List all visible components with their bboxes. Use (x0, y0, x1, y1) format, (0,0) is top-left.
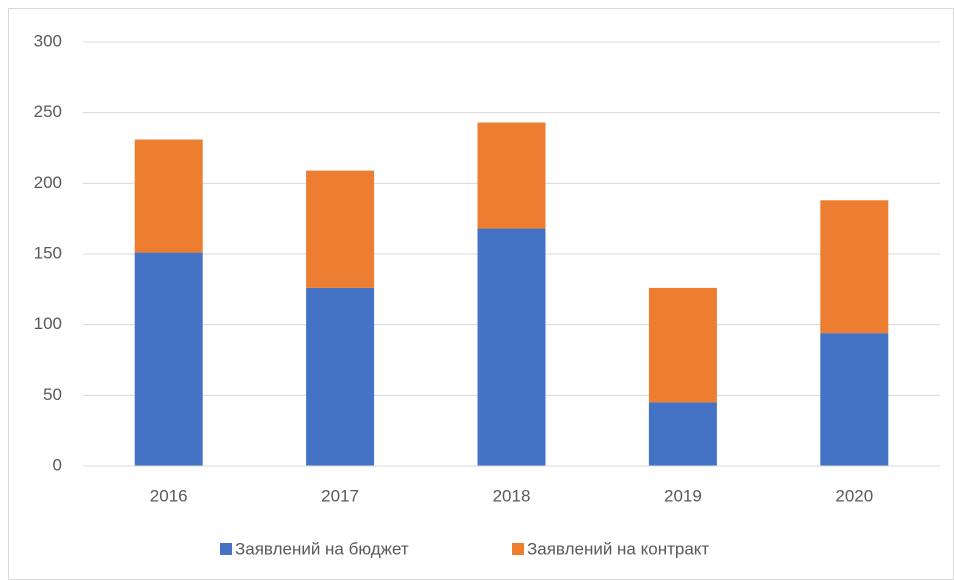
y-tick-label: 300 (34, 31, 62, 50)
bar-segment (648, 402, 717, 466)
legend-label: Заявлений на бюджет (235, 539, 409, 558)
y-tick-label: 250 (34, 102, 62, 121)
bar-segment (820, 333, 889, 466)
y-tick-label: 150 (34, 243, 62, 262)
bar-segment (306, 170, 375, 288)
bar-segment (134, 252, 203, 466)
y-tick-label: 0 (53, 455, 62, 474)
legend-swatch (220, 543, 232, 555)
y-tick-label: 100 (34, 314, 62, 333)
bar-segment (648, 287, 717, 403)
x-tick-label: 2016 (150, 486, 188, 505)
legend-swatch (512, 543, 524, 555)
x-tick-label: 2020 (835, 486, 873, 505)
bar-segment (134, 139, 203, 253)
y-tick-label: 200 (34, 173, 62, 192)
legend-label: Заявлений на контракт (527, 539, 709, 558)
x-tick-label: 2019 (664, 486, 702, 505)
bar-segment (477, 122, 546, 229)
x-tick-label: 2018 (493, 486, 531, 505)
bar-segment (306, 287, 375, 466)
x-tick-label: 2017 (321, 486, 359, 505)
bar-segment (820, 200, 889, 334)
y-tick-label: 50 (43, 385, 62, 404)
bar-segment (477, 228, 546, 466)
